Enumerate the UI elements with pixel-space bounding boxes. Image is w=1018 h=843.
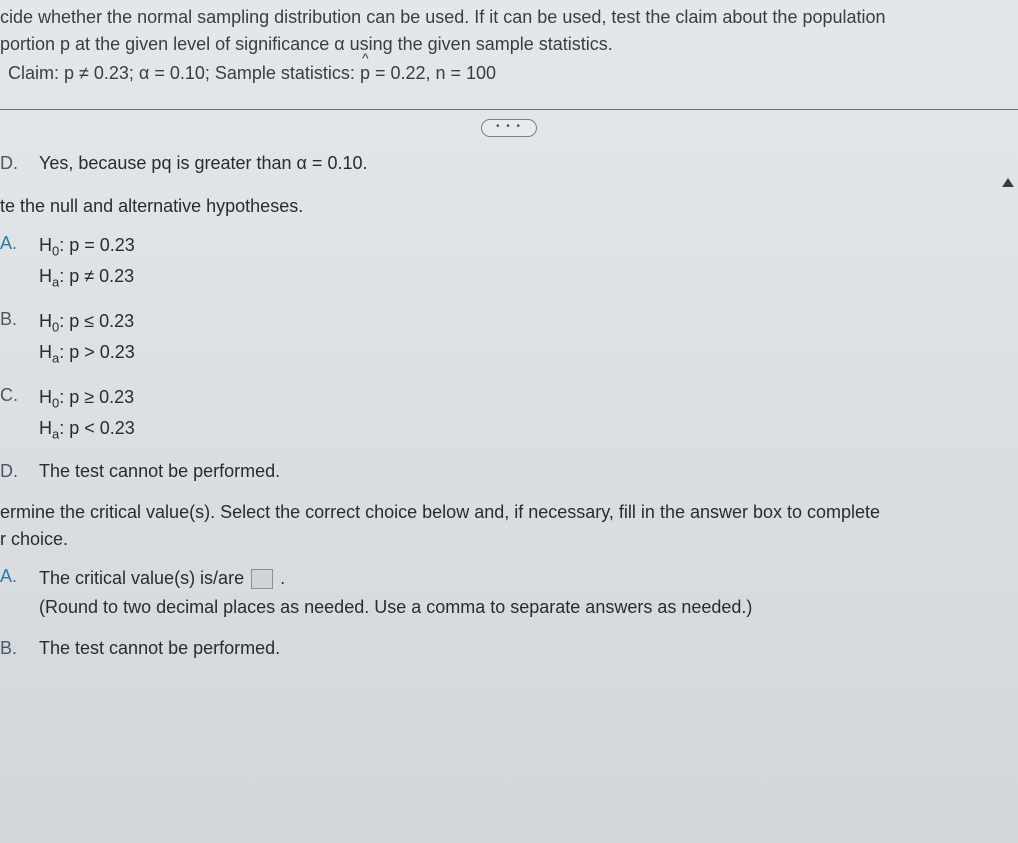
option-letter: D. — [0, 150, 34, 177]
ha-line: Ha: p ≠ 0.23 — [39, 263, 135, 292]
option-text: Yes, because pq is greater than α = 0.10… — [39, 150, 367, 177]
crit-a-line1: The critical value(s) is/are . — [39, 565, 752, 592]
option-letter: D. — [0, 458, 34, 485]
p-hat: p — [360, 60, 370, 87]
crit-line-2: r choice. — [0, 526, 1018, 553]
option-text: The test cannot be performed. — [39, 635, 280, 662]
crit-a-pre: The critical value(s) is/are — [39, 568, 249, 588]
content-area: D. Yes, because pq is greater than α = 0… — [0, 150, 1018, 662]
ha-line: Ha: p < 0.23 — [39, 415, 135, 444]
header-line-1: cide whether the normal sampling distrib… — [0, 4, 1008, 31]
crit-a-post: . — [275, 568, 285, 588]
h-rest: : p ≠ 0.23 — [59, 266, 134, 286]
ha-line: Ha: p > 0.23 — [39, 339, 135, 368]
option-letter: B. — [0, 306, 34, 333]
option-body: H0: p ≤ 0.23 Ha: p > 0.23 — [39, 306, 135, 370]
option-letter: B. — [0, 635, 34, 662]
ellipsis-row: • • • — [0, 110, 1018, 140]
h-symbol: H — [39, 342, 52, 362]
critical-option-a[interactable]: A. The critical value(s) is/are . (Round… — [0, 563, 1018, 623]
scroll-up-icon[interactable] — [1002, 178, 1014, 187]
h-symbol: H — [39, 418, 52, 438]
option-letter: A. — [0, 230, 34, 257]
h0-line: H0: p ≥ 0.23 — [39, 384, 135, 413]
option-body: The critical value(s) is/are . (Round to… — [39, 563, 752, 623]
claim-prefix: Claim: p ≠ 0.23; α = 0.10; Sample statis… — [8, 63, 360, 83]
hypotheses-prompt: te the null and alternative hypotheses. — [0, 193, 1018, 220]
option-d-first[interactable]: D. Yes, because pq is greater than α = 0… — [0, 150, 1018, 177]
h-rest: : p ≥ 0.23 — [59, 387, 134, 407]
option-letter: A. — [0, 563, 34, 590]
h-rest: : p = 0.23 — [59, 235, 135, 255]
h-rest: : p < 0.23 — [59, 418, 135, 438]
h0-line: H0: p ≤ 0.23 — [39, 308, 135, 337]
h-symbol: H — [39, 311, 52, 331]
option-letter: C. — [0, 382, 34, 409]
h-rest: : p > 0.23 — [59, 342, 135, 362]
critical-option-b[interactable]: B. The test cannot be performed. — [0, 635, 1018, 662]
option-body: H0: p ≥ 0.23 Ha: p < 0.23 — [39, 382, 135, 446]
claim-suffix: = 0.22, n = 100 — [370, 63, 496, 83]
h-rest: : p ≤ 0.23 — [59, 311, 134, 331]
h-symbol: H — [39, 235, 52, 255]
question-page: cide whether the normal sampling distrib… — [0, 0, 1018, 843]
option-body: H0: p = 0.23 Ha: p ≠ 0.23 — [39, 230, 135, 294]
header-line-2: portion p at the given level of signific… — [0, 31, 1008, 58]
critical-values-prompt: ermine the critical value(s). Select the… — [0, 499, 1018, 553]
option-text: The test cannot be performed. — [39, 458, 280, 485]
h-symbol: H — [39, 266, 52, 286]
ellipsis-pill[interactable]: • • • — [481, 119, 537, 137]
h-symbol: H — [39, 387, 52, 407]
hypothesis-option-c[interactable]: C. H0: p ≥ 0.23 Ha: p < 0.23 — [0, 382, 1018, 446]
crit-a-line2: (Round to two decimal places as needed. … — [39, 594, 752, 621]
hypothesis-option-d[interactable]: D. The test cannot be performed. — [0, 458, 1018, 485]
problem-header: cide whether the normal sampling distrib… — [0, 0, 1018, 101]
claim-line: Claim: p ≠ 0.23; α = 0.10; Sample statis… — [0, 60, 1008, 87]
hypothesis-option-a[interactable]: A. H0: p = 0.23 Ha: p ≠ 0.23 — [0, 230, 1018, 294]
h0-line: H0: p = 0.23 — [39, 232, 135, 261]
answer-input-box[interactable] — [251, 569, 273, 589]
crit-line-1: ermine the critical value(s). Select the… — [0, 499, 1018, 526]
hypothesis-option-b[interactable]: B. H0: p ≤ 0.23 Ha: p > 0.23 — [0, 306, 1018, 370]
